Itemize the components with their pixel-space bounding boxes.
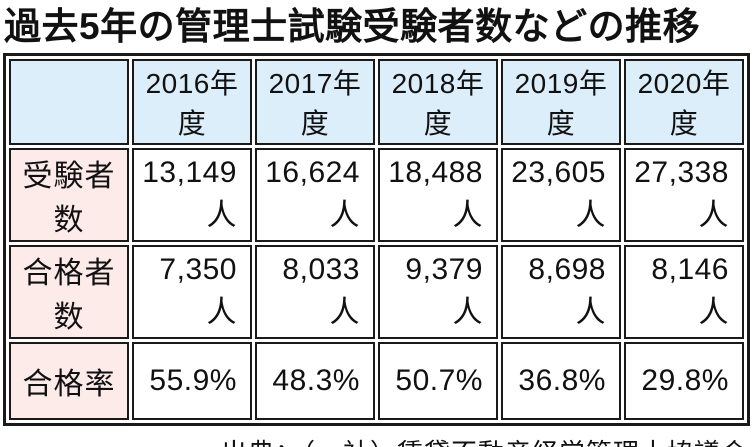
data-cell: 55.9% — [132, 342, 252, 421]
year-header-2018: 2018年度 — [378, 59, 498, 146]
exam-statistics-table: 2016年度 2017年度 2018年度 2019年度 2020年度 受験者数 … — [3, 53, 750, 427]
data-cell: 29.8% — [624, 342, 744, 421]
data-cell: 27,338人 — [624, 148, 744, 243]
row-label-passers: 合格者数 — [9, 245, 129, 340]
data-cell: 13,149人 — [132, 148, 252, 243]
data-cell: 8,698人 — [501, 245, 621, 340]
table-row-examinees: 受験者数 13,149人 16,624人 18,488人 23,605人 27,… — [9, 148, 744, 243]
year-header-2019: 2019年度 — [501, 59, 621, 146]
source-note: 出典：（一社）賃貸不動産経営管理士協議会 — [0, 433, 748, 447]
page-title: 過去5年の管理士試験受験者数などの推移 — [4, 6, 701, 47]
data-cell: 7,350人 — [132, 245, 252, 340]
table-header-row: 2016年度 2017年度 2018年度 2019年度 2020年度 — [9, 59, 744, 146]
year-header-2017: 2017年度 — [255, 59, 375, 146]
data-cell: 18,488人 — [378, 148, 498, 243]
data-cell: 23,605人 — [501, 148, 621, 243]
data-cell: 8,146人 — [624, 245, 744, 340]
data-cell: 36.8% — [501, 342, 621, 421]
row-label-examinees: 受験者数 — [9, 148, 129, 243]
data-cell: 9,379人 — [378, 245, 498, 340]
year-header-2016: 2016年度 — [132, 59, 252, 146]
data-cell: 48.3% — [255, 342, 375, 421]
row-label-pass-rate: 合格率 — [9, 342, 129, 421]
table-row-passers: 合格者数 7,350人 8,033人 9,379人 8,698人 8,146人 — [9, 245, 744, 340]
year-header-2020: 2020年度 — [624, 59, 744, 146]
table-row-pass-rate: 合格率 55.9% 48.3% 50.7% 36.8% 29.8% — [9, 342, 744, 421]
data-cell: 8,033人 — [255, 245, 375, 340]
data-cell: 50.7% — [378, 342, 498, 421]
corner-cell — [9, 59, 129, 146]
data-cell: 16,624人 — [255, 148, 375, 243]
